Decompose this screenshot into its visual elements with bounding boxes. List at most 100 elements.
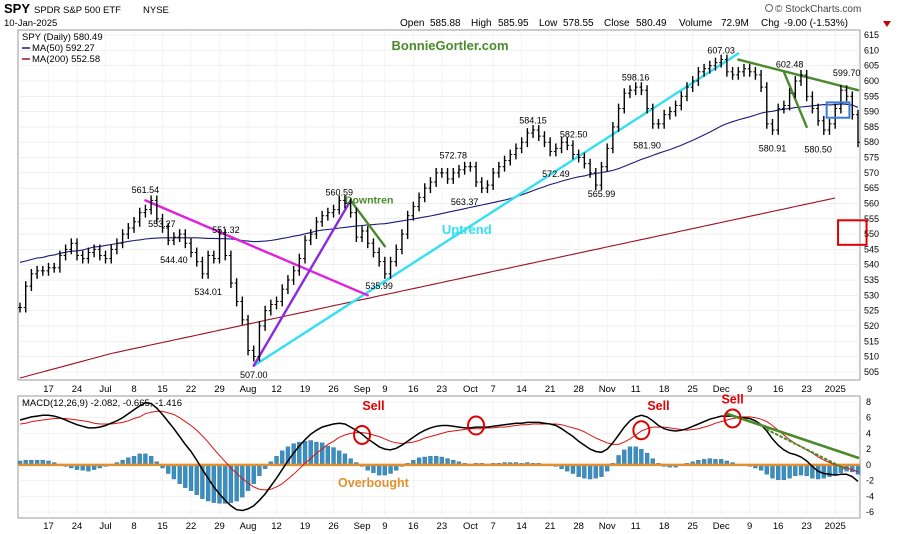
histogram-bar	[177, 464, 182, 484]
macd-x-tick-label: Dec	[713, 521, 730, 532]
price-bar	[325, 207, 330, 221]
histogram-bar	[137, 453, 142, 466]
price-bar	[154, 195, 159, 224]
legend-macd: MACD(12,26,9) -2.082, -0.665, -1.416	[22, 398, 182, 409]
price-bar	[798, 69, 803, 86]
legend-price: SPY (Daily) 580.49	[22, 32, 103, 43]
price-bar	[804, 69, 809, 102]
price-y-tick-label: 530	[864, 290, 879, 300]
histogram-bar	[325, 445, 330, 466]
watermark-text: BonnieGortler.com	[391, 38, 508, 53]
price-x-tick-label: 16	[408, 384, 419, 395]
price-bar	[234, 278, 239, 307]
histogram-bar	[833, 464, 838, 476]
price-bar	[759, 69, 764, 93]
chart-date: 10-Jan-2025	[4, 18, 57, 29]
price-x-tick-label: 23	[801, 384, 812, 395]
macd-line	[19, 401, 859, 512]
price-bar	[86, 247, 91, 264]
price-bar	[285, 275, 290, 295]
price-bar	[371, 238, 376, 258]
histogram-bar	[228, 464, 234, 503]
price-bar	[331, 204, 336, 218]
price-bar	[320, 210, 325, 227]
price-x-tick-label: Jul	[99, 384, 111, 395]
histogram-bar	[582, 464, 587, 479]
histogram-bar	[240, 464, 245, 498]
price-bar	[348, 198, 353, 218]
price-bar	[200, 256, 205, 279]
histogram-bar	[171, 464, 177, 480]
macd-x-tick-label: 26	[328, 521, 339, 532]
macd-x-tick-label: 8	[131, 521, 136, 532]
price-bar	[719, 54, 724, 68]
macd-y-axis: -6 -4 -2 0 2 4 6 8	[866, 397, 874, 517]
histogram-bar	[593, 464, 598, 479]
histogram-bar	[599, 464, 604, 477]
macd-y-tick-label: -6	[866, 507, 874, 517]
price-bar	[531, 125, 536, 138]
ma50-layer	[19, 103, 859, 263]
highlight-box	[837, 219, 868, 246]
price-annotation: 572.78	[439, 150, 467, 160]
price-bar	[132, 216, 137, 233]
price-bar	[189, 238, 194, 258]
price-bar	[69, 238, 74, 255]
price-bar	[365, 226, 370, 249]
price-bar	[707, 60, 712, 74]
price-bar	[194, 247, 199, 267]
price-bar	[588, 158, 593, 178]
ma200-line	[19, 197, 836, 379]
macd-x-tick-label: 16	[408, 521, 419, 532]
price-bar	[29, 268, 34, 292]
overbought-label: Overbought	[338, 476, 410, 490]
histogram-bar	[223, 464, 228, 504]
price-bar	[679, 91, 684, 111]
price-bar	[713, 57, 718, 71]
price-bar	[92, 244, 97, 258]
macd-x-tick-label: 22	[186, 521, 197, 532]
price-y-tick-label: 595	[864, 91, 879, 101]
histogram-bar	[183, 464, 188, 488]
price-y-tick-label: 550	[864, 229, 879, 239]
price-y-tick-label: 525	[864, 306, 879, 316]
price-bar	[405, 210, 410, 239]
high-value: 585.95	[498, 18, 529, 29]
price-x-tick-label: 12	[271, 384, 282, 395]
price-bar	[781, 100, 786, 114]
price-x-tick-label: 22	[186, 384, 197, 395]
histogram-bar	[382, 464, 387, 476]
price-bar	[508, 149, 513, 166]
price-y-tick-label: 605	[864, 61, 879, 71]
price-trendlines: Uptrend Downtren	[144, 52, 860, 367]
histogram-bar	[770, 464, 775, 479]
macd-x-tick-label: 15	[157, 521, 168, 532]
histogram-bar	[821, 464, 826, 479]
macd-x-tick-label: 23	[437, 521, 448, 532]
macd-legend: MACD(12,26,9) -2.082, -0.665, -1.416	[22, 398, 182, 409]
histogram-bar	[342, 453, 348, 466]
price-bar	[257, 321, 262, 362]
price-bar	[268, 299, 273, 316]
price-bar	[462, 161, 467, 175]
price-y-axis: 505 510 515 520 525 530 535 540 545 550 555 560 565 5…	[864, 30, 879, 377]
price-annotation: 582.50	[560, 130, 588, 140]
price-annotation: 581.90	[633, 140, 661, 150]
price-bar	[171, 232, 176, 246]
price-annotation: 553.27	[148, 219, 176, 229]
price-bar	[553, 143, 558, 157]
price-x-tick-label: 24	[72, 384, 83, 395]
price-annotation: 607.03	[707, 45, 735, 55]
price-bar	[411, 201, 416, 221]
price-annotation: 544.40	[160, 255, 188, 265]
price-bar	[337, 195, 342, 215]
macd-x-tick-label: Sep	[354, 521, 371, 532]
price-bar	[838, 85, 843, 114]
macd-trendlines	[725, 412, 860, 471]
price-bar	[542, 131, 547, 148]
price-bar	[445, 167, 450, 184]
price-annotations: 561.54 553.27 544.40 551.32 534.01 507.00 560.…	[132, 45, 861, 379]
price-x-tick-label: Aug	[240, 384, 257, 395]
sell-circle	[632, 420, 651, 441]
histogram-bar	[804, 464, 809, 477]
